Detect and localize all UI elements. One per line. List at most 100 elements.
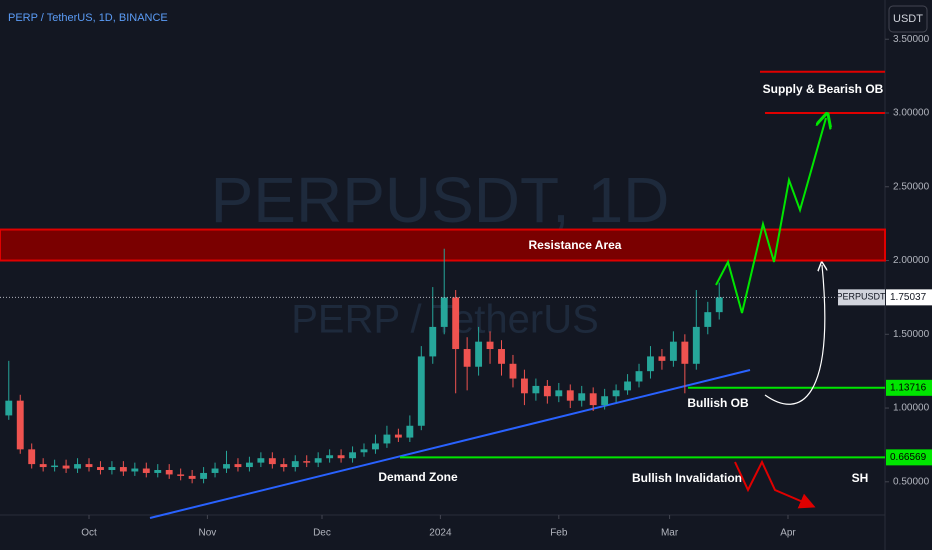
symbol-box — [838, 289, 885, 306]
candle-body — [16, 400, 24, 450]
candle-body — [28, 449, 36, 465]
candle-body — [257, 458, 265, 463]
reaction-arrow — [764, 265, 825, 405]
level-price: 0.66569 — [890, 452, 927, 463]
chart-title: PERP / TetherUS, 1D, BINANCE — [8, 12, 168, 24]
currency-button[interactable] — [888, 5, 928, 33]
x-tick-label: Feb — [550, 528, 568, 539]
y-tick-label: 2.00000 — [893, 255, 930, 266]
candle-body — [51, 465, 59, 468]
candle-body — [715, 297, 723, 313]
candle-body — [578, 393, 586, 401]
candle-body — [463, 349, 471, 367]
candle-body — [498, 349, 505, 364]
candle-body — [555, 390, 563, 397]
candle-body — [188, 475, 196, 479]
candle-body — [108, 467, 116, 471]
candle-body — [486, 341, 494, 350]
candle-body — [692, 326, 700, 364]
candle-body — [601, 396, 609, 406]
candle-body — [681, 341, 689, 364]
y-tick-label: 0.50000 — [893, 476, 930, 487]
x-tick-label: Mar — [661, 528, 679, 539]
candle-body — [165, 470, 173, 475]
candle-body — [280, 464, 288, 468]
y-tick-label: 3.50000 — [893, 34, 930, 45]
candle-body — [223, 464, 230, 469]
candle-body — [211, 468, 219, 473]
resistance-zone — [0, 228, 886, 262]
y-tick-label: 1.00000 — [893, 403, 930, 414]
candle-body — [532, 385, 540, 394]
currency-label: USDT — [893, 13, 923, 25]
invalidation-path — [734, 459, 816, 509]
x-tick-label: 2024 — [429, 528, 452, 539]
candle-body — [200, 472, 208, 479]
trend-line — [149, 369, 751, 519]
candle-body — [647, 356, 654, 372]
candle-body — [291, 461, 299, 468]
candle-body — [303, 461, 311, 463]
candle-body — [131, 468, 139, 472]
candle-body — [154, 470, 162, 473]
candle-body — [268, 458, 276, 465]
candle-body — [612, 390, 620, 397]
candle-body — [62, 465, 70, 469]
y-tick-label: 3.00000 — [893, 108, 930, 119]
last-price: 1.75037 — [890, 292, 927, 303]
level-label: Demand Zone — [378, 470, 458, 484]
last-price-box — [886, 289, 932, 306]
level-label: Bullish OB — [687, 396, 749, 410]
candle-body — [589, 393, 597, 406]
candle-body — [452, 297, 460, 350]
zone-label: Supply & Bearish OB — [763, 82, 884, 96]
candle-body — [658, 356, 666, 361]
candle-body — [406, 425, 414, 438]
candle-body — [417, 356, 425, 426]
candle-body — [234, 464, 242, 468]
candle-body — [337, 455, 345, 459]
candle-body — [669, 341, 677, 361]
candle-body — [520, 378, 528, 394]
level-price-box — [886, 449, 932, 466]
candle-body — [97, 467, 104, 471]
level-price: 1.13716 — [890, 382, 927, 393]
candle-body — [624, 381, 631, 391]
symbol-label: PERPUSDT — [836, 292, 886, 302]
candle-body — [85, 464, 93, 468]
candle-body — [475, 341, 483, 367]
candle-body — [119, 467, 127, 472]
zone-label: Resistance Area — [529, 238, 622, 252]
candle-body — [543, 385, 551, 397]
candle-body — [74, 464, 81, 469]
y-tick-label: 1.50000 — [893, 329, 930, 340]
x-tick-label: Dec — [313, 528, 331, 539]
candle-body — [142, 468, 150, 473]
candle-body — [245, 462, 253, 468]
candle-body — [383, 434, 391, 444]
candle-body — [635, 371, 643, 382]
candle-body — [360, 449, 368, 453]
candle-body — [429, 326, 437, 357]
y-tick-label: 2.50000 — [893, 181, 930, 192]
candle-body — [39, 464, 47, 468]
candle-body — [349, 452, 356, 459]
x-tick-label: Apr — [780, 528, 796, 539]
candle-body — [326, 455, 334, 459]
candle-body — [509, 363, 517, 379]
watermark: PERPUSDT, 1D — [211, 164, 670, 236]
candle-body — [314, 458, 322, 463]
candle-body — [566, 390, 574, 401]
candle-body — [394, 434, 402, 438]
annotation: SH — [852, 471, 869, 485]
candle-body — [440, 297, 448, 327]
x-tick-label: Nov — [199, 528, 217, 539]
x-tick-label: Oct — [81, 528, 97, 539]
projection-path — [715, 118, 826, 314]
candle-body — [5, 400, 13, 416]
level-price-box — [886, 379, 932, 396]
candle-body — [372, 443, 379, 450]
candle-body — [177, 474, 185, 476]
